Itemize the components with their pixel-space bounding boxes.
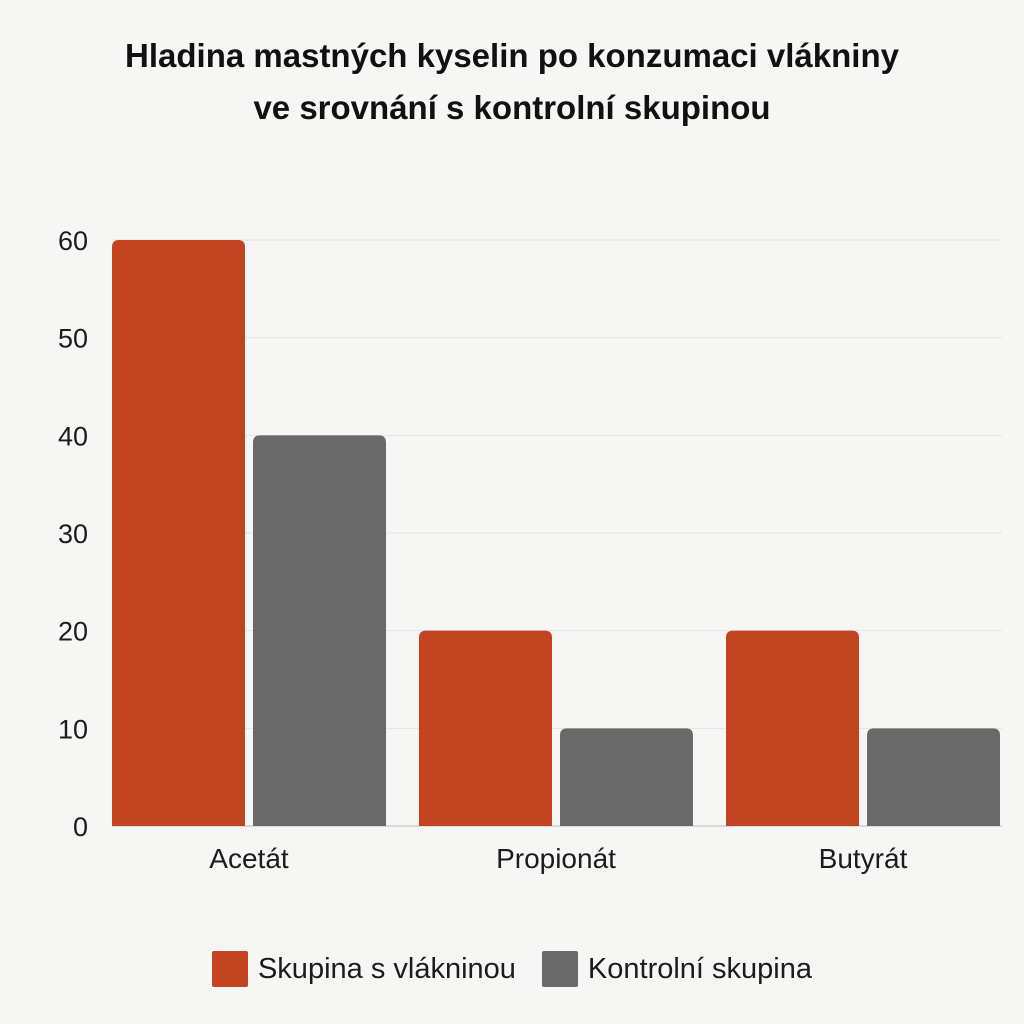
y-tick-label: 0 xyxy=(73,812,88,842)
y-axis-ticks: 0 10 20 30 40 50 60 xyxy=(58,226,88,842)
legend: Skupina s vlákninou Kontrolní skupina xyxy=(0,944,1024,994)
legend-label-fiber: Skupina s vlákninou xyxy=(257,952,516,985)
legend-item-fiber[interactable]: Skupina s vlákninou xyxy=(211,951,516,987)
bar-propionát-series-2[interactable] xyxy=(560,728,693,826)
bar-propionát-series-1[interactable] xyxy=(419,630,552,826)
y-tick-label: 40 xyxy=(58,421,88,451)
chart-title-line-1: Hladina mastných kyselin po konzumaci vl… xyxy=(125,37,899,74)
bar-acetát-series-1[interactable] xyxy=(112,240,245,826)
bar-acetát-series-2[interactable] xyxy=(253,435,386,826)
legend-swatch-fiber xyxy=(211,951,248,987)
x-category-label: Propionát xyxy=(496,843,616,874)
legend-swatch-control xyxy=(541,951,578,987)
x-category-label: Acetát xyxy=(209,843,289,874)
chart-title-line-2: ve srovnání s kontrolní skupinou xyxy=(253,89,771,126)
x-category-label: Butyrát xyxy=(819,843,908,874)
legend-item-control[interactable]: Kontrolní skupina xyxy=(541,951,813,987)
y-tick-label: 10 xyxy=(58,714,88,744)
y-tick-label: 20 xyxy=(58,617,88,647)
y-tick-label: 60 xyxy=(58,226,88,256)
bar-butyrát-series-1[interactable] xyxy=(726,630,859,826)
bars xyxy=(112,240,1000,826)
x-axis-labels: Acetát Propionát Butyrát xyxy=(209,843,907,874)
y-tick-label: 50 xyxy=(58,324,88,354)
y-tick-label: 30 xyxy=(58,519,88,549)
bar-butyrát-series-2[interactable] xyxy=(867,728,1000,826)
legend-label-control: Kontrolní skupina xyxy=(587,952,813,985)
chart-title: Hladina mastných kyselin po konzumaci vl… xyxy=(0,30,1024,134)
